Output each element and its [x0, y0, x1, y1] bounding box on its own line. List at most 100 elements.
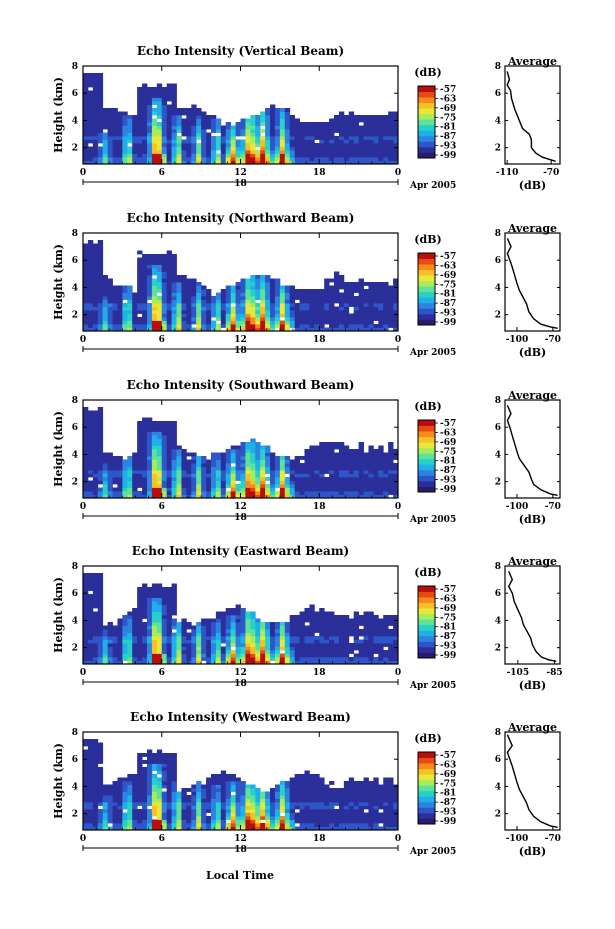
heatmap-cell [142, 87, 148, 91]
heatmap-cell [220, 781, 227, 785]
heatmap-cell [265, 111, 271, 116]
heatmap-cell [289, 480, 296, 485]
heatmap-cell [122, 480, 128, 485]
heatmap-cell [368, 477, 374, 481]
heatmap-cell [181, 324, 187, 328]
heatmap-cell [250, 646, 256, 651]
colorbar-tick-label: -99 [440, 151, 456, 161]
heatmap-cell [378, 618, 384, 623]
heatmap-cell [250, 132, 256, 137]
heatmap-cell [122, 784, 128, 789]
heatmap-cell [137, 431, 143, 436]
heatmap-cell [151, 604, 158, 609]
profile-y-tick-label: 2 [495, 144, 501, 154]
heatmap-cell [220, 826, 227, 831]
heatmap-cell [171, 477, 177, 481]
heatmap-cell [102, 826, 109, 831]
heatmap-cell [348, 139, 355, 144]
colorbar-swatch [418, 313, 435, 320]
heatmap-cell [245, 327, 251, 332]
heatmap-cell [319, 139, 325, 144]
heatmap-cell [171, 136, 177, 140]
heatmap-cell [97, 118, 104, 123]
heatmap-cell [161, 153, 168, 158]
heatmap-cell [186, 653, 192, 658]
heatmap-cell [329, 136, 335, 140]
heatmap-cell [156, 275, 163, 279]
heatmap-cell [284, 153, 291, 158]
heatmap-cell [97, 632, 104, 637]
heatmap-cell [373, 477, 379, 481]
heatmap-cell [245, 618, 251, 623]
heatmap-cell [343, 484, 350, 488]
heatmap-cell [255, 629, 261, 633]
heatmap-cell [309, 160, 315, 165]
heatmap-cell [319, 442, 325, 446]
heatmap-cell [156, 823, 163, 827]
heatmap-cell [83, 327, 89, 332]
heatmap-cell [92, 452, 99, 457]
heatmap-cell [191, 477, 197, 481]
heatmap-cell [334, 622, 340, 626]
heatmap-cell [83, 629, 89, 633]
heatmap-cell [289, 653, 296, 658]
heatmap-cell [215, 798, 222, 803]
heatmap-cell [309, 289, 315, 293]
heatmap-cell [245, 636, 251, 640]
heatmap-cell [230, 798, 236, 803]
heatmap-cell [220, 296, 227, 300]
heatmap-cell [132, 823, 138, 827]
colorbar-tick-label: -69 [440, 271, 456, 281]
heatmap-cell [299, 653, 305, 658]
heatmap-cell [186, 491, 192, 495]
heatmap-cell [171, 424, 177, 429]
heatmap-cell [176, 660, 182, 665]
heatmap-cell [201, 129, 207, 133]
heatmap-cell [220, 632, 227, 637]
heatmap-cell [137, 622, 143, 626]
heatmap-cell [146, 622, 153, 626]
heatmap-cell [353, 657, 360, 661]
heatmap-cell [284, 470, 291, 474]
heatmap-cell [265, 299, 271, 304]
heatmap-cell [166, 296, 172, 300]
heatmap-cell [230, 160, 236, 165]
colorbar-swatch [418, 280, 435, 287]
heatmap-cell [206, 470, 212, 474]
heatmap-cell [132, 317, 138, 321]
heatmap-cell [338, 615, 345, 619]
heatmap-cell [137, 618, 143, 623]
heatmap-cell [353, 296, 360, 300]
heatmap-cell [166, 819, 172, 824]
heatmap-cell [334, 282, 340, 286]
heatmap-cell [112, 473, 118, 478]
heatmap-cell [151, 146, 158, 151]
heatmap-cell [240, 292, 246, 297]
heatmap-cell [299, 125, 305, 130]
heatmap-cell [122, 313, 128, 318]
heatmap-cell [309, 615, 315, 619]
heatmap-cell [358, 473, 364, 478]
heatmap-cell [260, 798, 266, 803]
heatmap-cell [329, 153, 335, 158]
heatmap-cell [334, 150, 340, 154]
heatmap-cell [87, 264, 94, 269]
heatmap-cell [265, 317, 271, 321]
heatmap-cell [201, 320, 207, 325]
heatmap-cell [363, 632, 369, 637]
heatmap-cell [87, 76, 94, 81]
heatmap-cell [97, 653, 104, 658]
heatmap-cell [176, 805, 182, 810]
heatmap-cell [166, 456, 172, 460]
heatmap-cell [240, 320, 246, 325]
heatmap-cell [97, 622, 104, 626]
heatmap-cell [107, 816, 113, 820]
heatmap-cell [92, 760, 99, 764]
heatmap-cell [215, 456, 222, 460]
heatmap-cell [201, 136, 207, 140]
heatmap-cell [388, 632, 394, 637]
heatmap-cell [260, 143, 266, 147]
heatmap-cell [294, 132, 300, 137]
profile-y-tick-label: 4 [495, 283, 501, 293]
heatmap-cell [171, 826, 177, 831]
